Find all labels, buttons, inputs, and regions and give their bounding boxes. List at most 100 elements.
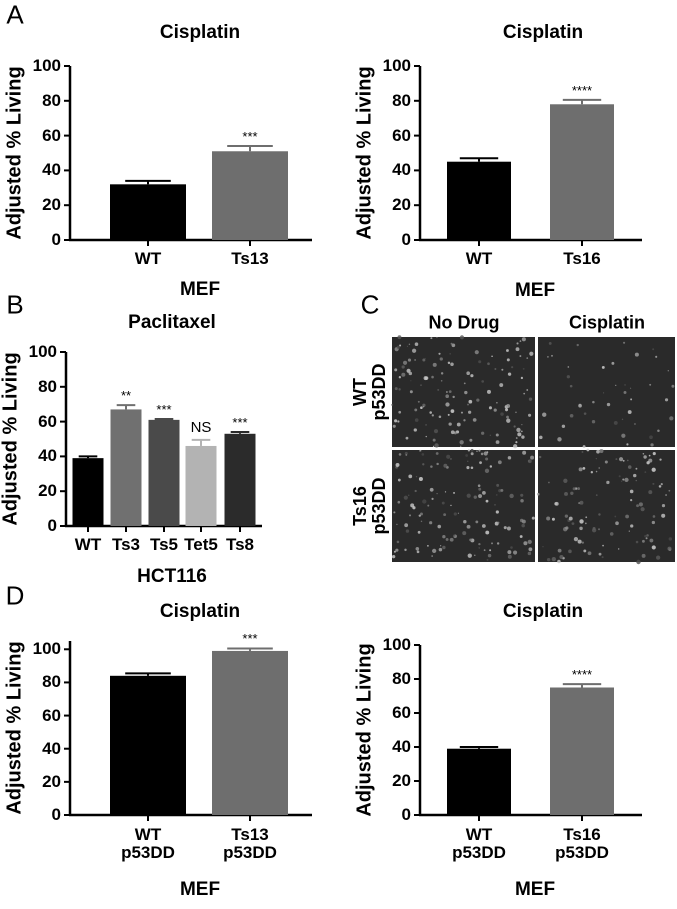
cell bbox=[395, 462, 400, 467]
cell bbox=[438, 415, 442, 419]
cell bbox=[520, 430, 523, 433]
cell bbox=[397, 478, 401, 482]
cell bbox=[578, 467, 583, 472]
cell bbox=[453, 512, 457, 516]
cell bbox=[465, 454, 468, 457]
cell bbox=[495, 494, 498, 496]
chart-title: Cisplatin bbox=[502, 601, 584, 623]
x-axis-label: MEF bbox=[514, 879, 556, 901]
cell bbox=[495, 440, 500, 444]
cell bbox=[523, 541, 528, 546]
y-tick-label: 60 bbox=[392, 125, 411, 145]
cell bbox=[507, 372, 512, 376]
cell bbox=[615, 384, 617, 386]
cell bbox=[624, 477, 629, 483]
cell bbox=[634, 423, 636, 425]
y-tick-label: 20 bbox=[42, 771, 61, 791]
x-tick-label: Ts13 bbox=[231, 249, 269, 269]
cell bbox=[503, 526, 507, 530]
cell bbox=[479, 461, 482, 465]
cell bbox=[627, 465, 632, 469]
micrograph bbox=[392, 450, 535, 562]
cell bbox=[425, 424, 427, 426]
cell bbox=[397, 500, 401, 504]
y-tick-label: 20 bbox=[38, 481, 57, 501]
cell bbox=[459, 440, 464, 445]
significance-label: *** bbox=[242, 631, 258, 647]
cell bbox=[529, 351, 534, 356]
cell bbox=[422, 403, 426, 407]
y-tick-label: 80 bbox=[38, 376, 57, 396]
cell bbox=[522, 450, 527, 455]
cell bbox=[601, 556, 604, 559]
cell bbox=[408, 494, 410, 496]
cell bbox=[488, 406, 492, 410]
cell bbox=[563, 478, 568, 483]
cell bbox=[427, 544, 429, 547]
y-tick-label: 0 bbox=[401, 805, 411, 825]
cell bbox=[648, 490, 653, 495]
cell bbox=[520, 376, 524, 380]
cell bbox=[510, 546, 513, 549]
cell bbox=[614, 515, 617, 518]
cell bbox=[495, 510, 499, 514]
y-tick-label: 20 bbox=[392, 195, 411, 215]
cell bbox=[404, 548, 407, 552]
y-tick-label: 80 bbox=[392, 669, 411, 689]
cell bbox=[644, 534, 647, 538]
cell bbox=[526, 389, 529, 391]
cell bbox=[489, 465, 493, 468]
cell bbox=[470, 466, 474, 470]
cell bbox=[437, 388, 440, 391]
cell bbox=[557, 548, 562, 553]
cell bbox=[546, 516, 551, 521]
cell bbox=[410, 380, 412, 382]
cell bbox=[629, 387, 632, 389]
y-tick-label: 20 bbox=[392, 771, 411, 791]
cell bbox=[551, 556, 556, 562]
cell bbox=[599, 449, 604, 454]
y-tick-label: 100 bbox=[28, 342, 57, 362]
cell bbox=[391, 403, 394, 406]
cell bbox=[393, 511, 396, 514]
cell bbox=[573, 537, 579, 542]
cell bbox=[583, 549, 587, 553]
y-tick-label: 80 bbox=[392, 90, 411, 110]
cell bbox=[435, 452, 439, 455]
cell bbox=[433, 429, 439, 434]
cell bbox=[470, 448, 474, 452]
cell bbox=[484, 468, 490, 473]
cell bbox=[652, 482, 655, 485]
x-tick-label: WT bbox=[134, 249, 162, 269]
cell bbox=[398, 376, 401, 379]
cell bbox=[463, 519, 467, 524]
cell bbox=[408, 474, 413, 479]
cell bbox=[644, 471, 647, 474]
cell bbox=[420, 384, 422, 387]
cell bbox=[409, 390, 413, 394]
cell bbox=[577, 539, 582, 544]
cell bbox=[494, 368, 497, 370]
cell bbox=[598, 552, 602, 556]
panel-label: D bbox=[5, 580, 25, 611]
cell bbox=[405, 529, 410, 533]
cell bbox=[618, 457, 624, 462]
cell bbox=[569, 413, 574, 418]
cell bbox=[521, 424, 523, 426]
cell bbox=[427, 504, 430, 507]
cell bbox=[407, 358, 412, 362]
cell bbox=[398, 388, 401, 391]
cell bbox=[590, 471, 594, 474]
x-tick-label: WT bbox=[465, 249, 493, 269]
cell bbox=[432, 362, 437, 367]
y-axis-label: Adjusted % Living bbox=[3, 66, 26, 240]
cell bbox=[485, 457, 489, 461]
y-tick-label: 80 bbox=[42, 90, 61, 110]
cell bbox=[587, 551, 592, 556]
cell bbox=[453, 534, 456, 537]
cell bbox=[460, 411, 463, 414]
panel-label: B bbox=[6, 289, 24, 320]
cell bbox=[568, 549, 572, 554]
bar bbox=[212, 650, 288, 815]
cell bbox=[530, 455, 535, 460]
